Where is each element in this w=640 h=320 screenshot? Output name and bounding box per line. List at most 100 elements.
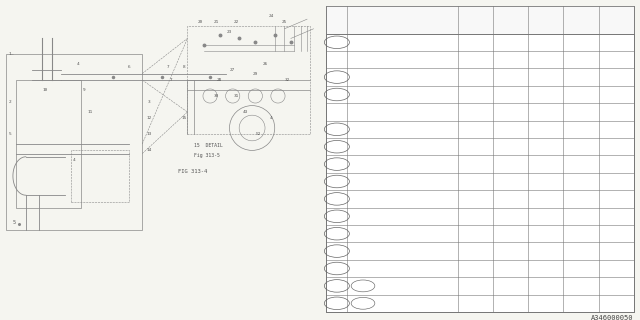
Bar: [16, 80, 81, 208]
Text: *: *: [613, 177, 619, 187]
Text: *: *: [578, 159, 584, 169]
Text: *: *: [473, 263, 479, 274]
Text: *: *: [473, 298, 479, 308]
Text: *: *: [543, 246, 549, 256]
Text: 34930B: 34930B: [350, 74, 376, 80]
Text: FIG 313-4: FIG 313-4: [178, 169, 207, 174]
Text: *: *: [578, 211, 584, 221]
Text: 6: 6: [335, 162, 339, 167]
Text: 1: 1: [8, 52, 11, 56]
Text: *: *: [578, 90, 584, 100]
Text: *: *: [613, 159, 619, 169]
Text: *: *: [473, 229, 479, 239]
Text: 21: 21: [214, 20, 219, 24]
Text: 34620: 34620: [350, 57, 372, 63]
Text: 23: 23: [227, 30, 232, 34]
Text: 34182F: 34182F: [350, 266, 376, 271]
Text: *: *: [508, 229, 514, 239]
Bar: [188, 26, 310, 134]
Text: *: *: [473, 159, 479, 169]
Text: 34182D: 34182D: [350, 231, 376, 237]
Text: 10: 10: [333, 231, 340, 236]
Text: *: *: [473, 177, 479, 187]
Text: *: *: [578, 142, 584, 152]
Text: 20: 20: [198, 20, 203, 24]
Text: 4: 4: [73, 158, 76, 162]
Text: 34973: 34973: [350, 248, 372, 254]
Text: *: *: [473, 194, 479, 204]
Text: *: *: [543, 211, 549, 221]
Text: 4: 4: [76, 62, 79, 66]
Text: 30: 30: [214, 94, 219, 98]
Text: *: *: [543, 194, 549, 204]
Text: *: *: [613, 124, 619, 134]
Text: *: *: [543, 159, 549, 169]
Text: 34615: 34615: [350, 179, 372, 185]
Text: 12: 12: [333, 266, 340, 271]
Text: 13: 13: [333, 284, 340, 288]
Text: *: *: [508, 298, 514, 308]
Text: *: *: [613, 298, 619, 308]
Text: 34620D: 34620D: [350, 92, 376, 98]
Text: *: *: [613, 142, 619, 152]
Text: 34610: 34610: [350, 161, 372, 167]
Text: *: *: [508, 159, 514, 169]
Text: Fig 313-5: Fig 313-5: [194, 153, 220, 158]
Text: 52: 52: [256, 132, 261, 136]
Text: *: *: [578, 246, 584, 256]
Text: *: *: [508, 72, 514, 82]
Text: *: *: [543, 298, 549, 308]
Text: 3: 3: [147, 100, 150, 104]
Text: *: *: [473, 281, 479, 291]
Text: 93: 93: [577, 15, 586, 25]
Text: 34930B: 34930B: [350, 126, 376, 132]
Text: 5: 5: [13, 220, 16, 225]
Text: M000023: M000023: [350, 213, 381, 219]
Text: *: *: [613, 281, 619, 291]
Text: 11: 11: [333, 249, 340, 253]
Text: 31: 31: [234, 94, 239, 98]
Text: *: *: [473, 90, 479, 100]
Text: *: *: [543, 124, 549, 134]
Text: 34923: 34923: [350, 144, 372, 150]
Text: *: *: [508, 211, 514, 221]
Text: *: *: [508, 177, 514, 187]
Text: 2: 2: [335, 75, 339, 80]
Text: *: *: [473, 246, 479, 256]
Text: *: *: [473, 142, 479, 152]
Text: 7: 7: [335, 179, 339, 184]
Text: 031008000(3): 031008000(3): [377, 300, 428, 307]
Text: 15: 15: [182, 116, 187, 120]
Text: *: *: [508, 281, 514, 291]
Text: 26: 26: [262, 62, 268, 66]
Text: *: *: [543, 177, 549, 187]
Text: 28: 28: [217, 78, 223, 82]
Text: *: *: [473, 211, 479, 221]
Text: *: *: [578, 281, 584, 291]
Text: *: *: [473, 55, 479, 65]
Text: A346000050: A346000050: [591, 315, 634, 320]
Text: *: *: [578, 194, 584, 204]
Text: *: *: [508, 90, 514, 100]
Text: PARTS CORD: PARTS CORD: [368, 15, 417, 25]
Text: *: *: [543, 90, 549, 100]
Text: *: *: [508, 246, 514, 256]
Text: *: *: [473, 37, 479, 47]
Text: 25: 25: [282, 20, 287, 24]
Text: 13: 13: [146, 132, 151, 136]
Text: 3: 3: [335, 92, 339, 97]
Text: 8: 8: [183, 65, 186, 69]
Text: 7: 7: [167, 65, 170, 69]
Text: *: *: [613, 90, 619, 100]
Text: 14: 14: [146, 148, 151, 152]
Text: *: *: [578, 37, 584, 47]
Text: *: *: [473, 107, 479, 117]
Text: *: *: [578, 263, 584, 274]
Text: *: *: [613, 211, 619, 221]
Text: 94: 94: [612, 15, 621, 25]
Text: *: *: [613, 37, 619, 47]
Text: *: *: [473, 72, 479, 82]
Text: *: *: [578, 229, 584, 239]
Text: 34620D: 34620D: [350, 39, 376, 45]
Text: *: *: [543, 229, 549, 239]
